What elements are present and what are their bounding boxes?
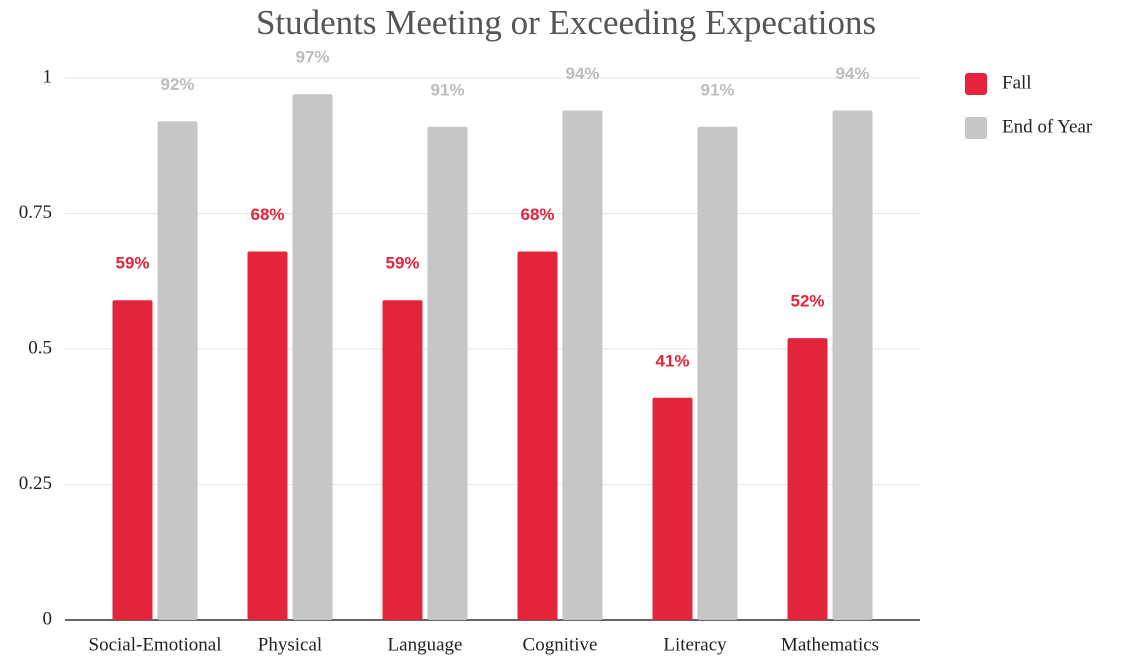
legend-swatch bbox=[965, 117, 987, 139]
y-tick-label: 0.25 bbox=[19, 473, 52, 494]
data-label: 68% bbox=[250, 205, 284, 224]
bar bbox=[697, 126, 738, 620]
bar bbox=[247, 251, 288, 620]
chart-title: Students Meeting or Exceeding Expecation… bbox=[256, 3, 876, 42]
data-label: 68% bbox=[520, 205, 554, 224]
data-label: 97% bbox=[295, 48, 329, 67]
data-label: 94% bbox=[835, 64, 869, 83]
y-tick-label: 0.75 bbox=[19, 202, 52, 223]
data-label: 94% bbox=[565, 64, 599, 83]
y-tick-label: 0 bbox=[43, 608, 53, 629]
x-tick-label: Physical bbox=[258, 634, 322, 655]
x-tick-label: Literacy bbox=[663, 634, 727, 655]
bar bbox=[652, 397, 693, 620]
bar bbox=[292, 94, 333, 620]
bar bbox=[787, 338, 828, 620]
x-tick-label: Language bbox=[388, 634, 463, 655]
bar bbox=[112, 300, 153, 620]
x-tick-label: Social-Emotional bbox=[89, 634, 222, 655]
data-label: 41% bbox=[655, 351, 689, 370]
x-tick-label: Mathematics bbox=[781, 634, 879, 655]
data-label: 52% bbox=[790, 292, 824, 311]
bar bbox=[832, 110, 873, 621]
legend-swatch bbox=[965, 73, 987, 95]
data-label: 91% bbox=[430, 80, 464, 99]
data-label: 59% bbox=[115, 254, 149, 273]
bar bbox=[157, 121, 198, 621]
bar bbox=[427, 126, 468, 620]
data-label: 59% bbox=[385, 254, 419, 273]
bar bbox=[517, 251, 558, 620]
bar bbox=[382, 300, 423, 620]
x-tick-label: Cognitive bbox=[523, 634, 598, 655]
data-label: 91% bbox=[700, 80, 734, 99]
data-label: 92% bbox=[160, 75, 194, 94]
legend-label: End of Year bbox=[1002, 116, 1093, 137]
y-tick-label: 1 bbox=[43, 66, 53, 87]
y-tick-label: 0.5 bbox=[28, 337, 52, 358]
bar bbox=[562, 110, 603, 621]
legend-label: Fall bbox=[1002, 72, 1032, 93]
